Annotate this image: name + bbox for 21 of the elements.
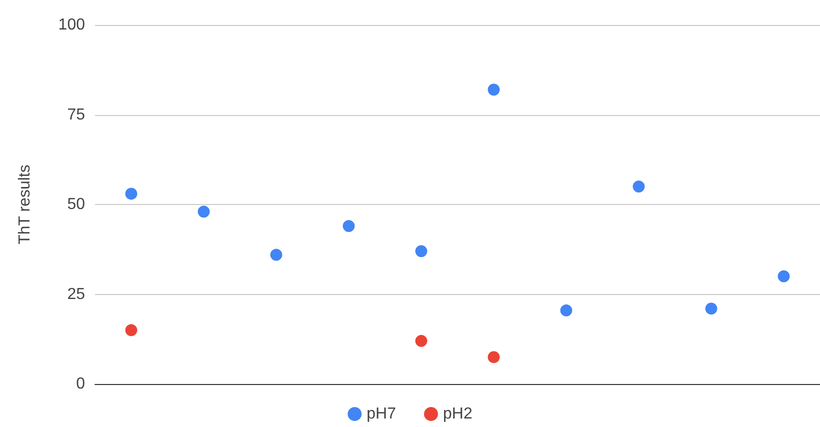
y-tick-label: 50 [67, 196, 86, 213]
point [270, 248, 282, 261]
y-axis-title: ThT results [16, 164, 34, 244]
point [342, 220, 355, 232]
point [125, 324, 138, 336]
legend-label: pH7 [366, 406, 396, 422]
point [125, 188, 138, 200]
point [415, 245, 428, 258]
point [632, 180, 645, 193]
y-tick-label: 25 [67, 286, 86, 303]
legend-label: pH2 [443, 406, 472, 422]
y-tick-label: 100 [58, 16, 86, 34]
point [705, 302, 718, 315]
point [198, 206, 210, 218]
y-tick-label: 75 [67, 106, 86, 124]
point [488, 351, 500, 364]
point [560, 304, 572, 316]
point [415, 334, 428, 347]
point [488, 84, 500, 96]
point [778, 270, 790, 282]
y-tick-label: 0 [76, 376, 86, 392]
